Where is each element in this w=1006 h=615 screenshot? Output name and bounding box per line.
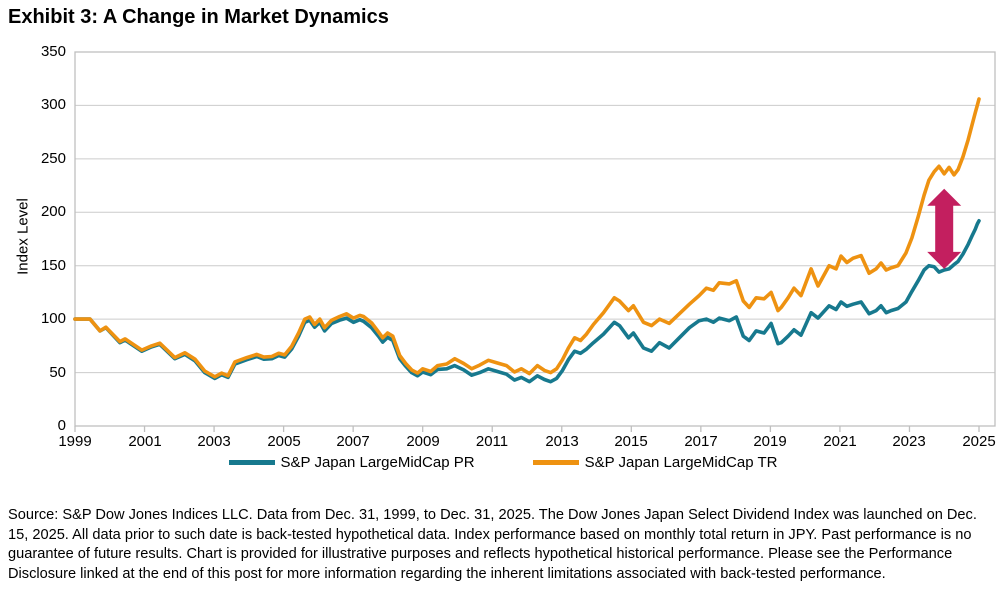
- y-tick-150: 150: [40, 257, 66, 274]
- y-tick-200: 200: [40, 203, 66, 220]
- tr-series-line: [73, 97, 981, 379]
- pr-legend-label: S&P Japan LargeMidCap PR: [280, 454, 475, 471]
- x-tick-2005: 2005: [267, 433, 301, 450]
- x-tick-2003: 2003: [197, 433, 231, 450]
- legend: S&P Japan LargeMidCap PR S&P Japan Large…: [0, 454, 1006, 471]
- plot-area: [73, 51, 996, 432]
- pr-series-line: [73, 219, 981, 384]
- y-tick-0: 0: [57, 417, 66, 434]
- chart-title: Exhibit 3: A Change in Market Dynamics: [8, 6, 389, 28]
- gap-arrow-annotation: [927, 188, 962, 269]
- pr-line-swatch: [228, 460, 275, 465]
- y-tick-100: 100: [40, 310, 66, 327]
- x-tick-2021: 2021: [823, 433, 857, 450]
- x-tick-1999: 1999: [58, 433, 92, 450]
- x-tick-2011: 2011: [475, 433, 509, 450]
- x-tick-2007: 2007: [336, 433, 370, 450]
- x-tick-2025: 2025: [962, 433, 996, 450]
- x-tick-2017: 2017: [684, 433, 718, 450]
- tr-line-swatch: [532, 460, 579, 465]
- y-tick-250: 250: [40, 150, 66, 167]
- y-tick-300: 300: [40, 96, 66, 113]
- y-tick-50: 50: [49, 364, 66, 381]
- x-tick-2001: 2001: [128, 433, 162, 450]
- x-tick-2009: 2009: [406, 433, 440, 450]
- x-tick-2023: 2023: [892, 433, 926, 450]
- y-tick-350: 350: [40, 43, 66, 60]
- x-tick-2013: 2013: [545, 433, 579, 450]
- legend-item-tr: S&P Japan LargeMidCap TR: [532, 454, 778, 471]
- plot-border: [74, 51, 996, 427]
- y-axis-title: Index Level: [14, 198, 32, 275]
- legend-item-pr: S&P Japan LargeMidCap PR: [228, 454, 475, 471]
- source-note: Source: S&P Dow Jones Indices LLC. Data …: [8, 507, 977, 582]
- tr-legend-label: S&P Japan LargeMidCap TR: [584, 454, 778, 471]
- x-tick-2015: 2015: [614, 433, 648, 450]
- x-tick-2019: 2019: [753, 433, 787, 450]
